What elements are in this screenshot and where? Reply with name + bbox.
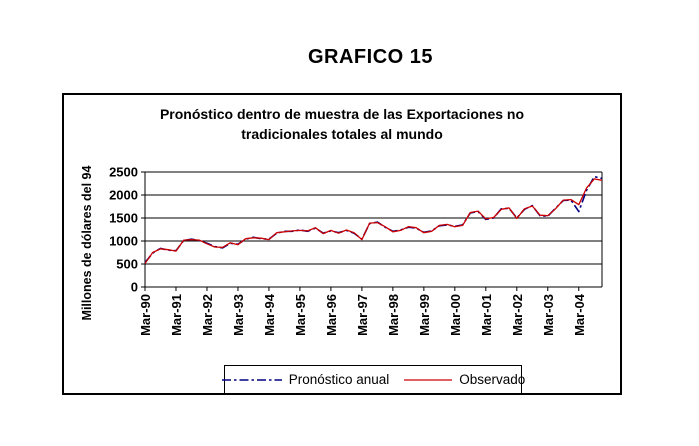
y-tick-label: 1000 — [109, 234, 138, 249]
chart-title-line1: Pronóstico dentro de muestra de las Expo… — [159, 106, 525, 122]
legend-line-pronostico-icon — [221, 378, 282, 381]
x-tick-label: Mar-93 — [231, 294, 246, 336]
y-tick-label: 2500 — [109, 165, 138, 180]
y-tick-label: 0 — [131, 280, 138, 295]
x-tick-label: Mar-91 — [169, 294, 184, 336]
chart-title: Pronóstico dentro de muestra de las Expo… — [64, 104, 620, 144]
x-tick-label: Mar-99 — [417, 294, 432, 336]
x-tick-label: Mar-98 — [386, 294, 401, 336]
legend-line-observado-icon — [404, 378, 453, 381]
page-title: GRAFICO 15 — [307, 46, 434, 68]
y-tick-label: 500 — [116, 257, 138, 272]
x-tick-label: Mar-96 — [324, 294, 339, 336]
x-tick-label: Mar-04 — [572, 293, 587, 336]
legend-label-observado: Observado — [459, 372, 526, 387]
x-tick-label: Mar-97 — [355, 294, 370, 336]
legend-item-observado: Observado — [403, 372, 525, 387]
x-tick-label: Mar-01 — [479, 294, 494, 336]
x-tick-label: Mar-03 — [541, 294, 556, 336]
x-tick-label: Mar-00 — [448, 294, 463, 336]
x-tick-label: Mar-94 — [262, 293, 277, 336]
legend-item-pronostico: Pronóstico anual — [221, 372, 390, 387]
chart-frame: Pronóstico dentro de muestra de las Expo… — [62, 93, 622, 395]
x-tick-label: Mar-90 — [138, 294, 153, 336]
line-chart-svg: 0 500 1000 1500 2000 2500 Mar-90 Mar-91 Mar-92 Ma… — [109, 165, 603, 336]
legend-label-pronostico: Pronóstico anual — [288, 372, 390, 387]
pronostico-line — [144, 175, 603, 264]
y-tick-label: 1500 — [109, 211, 138, 226]
chart-title-line2: tradicionales totales al mundo — [241, 126, 443, 142]
y-tick-label: 2000 — [109, 188, 138, 203]
observado-line — [144, 178, 603, 264]
x-tick-label: Mar-95 — [293, 294, 308, 336]
legend: Pronóstico anual Observado — [221, 365, 525, 394]
x-tick-label: Mar-92 — [200, 294, 215, 336]
x-tick-label: Mar-02 — [510, 294, 525, 336]
